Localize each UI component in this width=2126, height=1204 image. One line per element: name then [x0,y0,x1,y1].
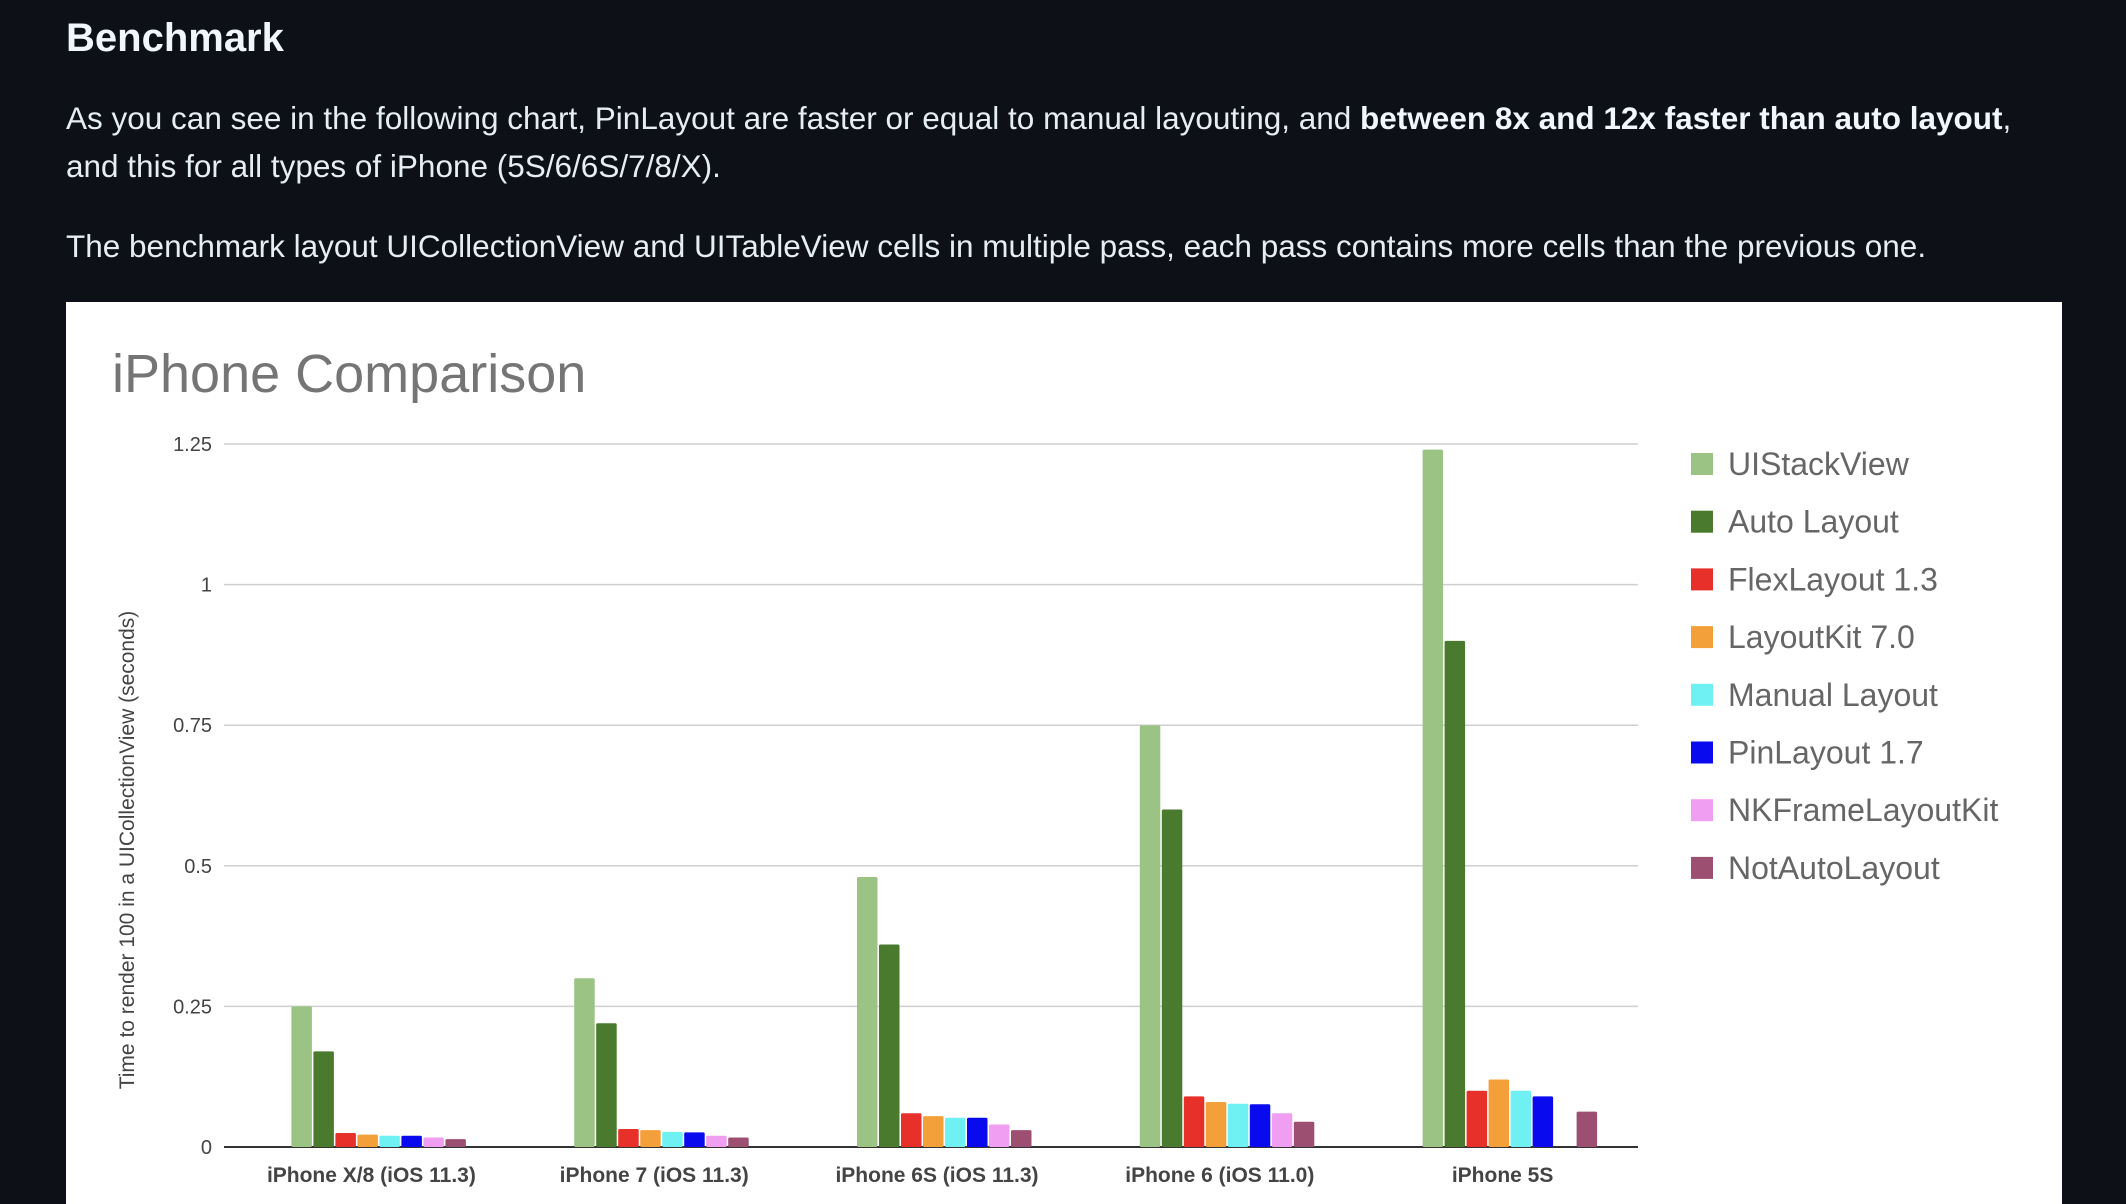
benchmark-chart: iPhone Comparison 0 0.25 0.5 0.75 1 1.25 iPho… [66,302,2062,1204]
bar [1139,725,1161,1147]
legend-label: Auto Layout [1728,504,1899,540]
bar [1488,1079,1510,1147]
legend-label: LayoutKit 7.0 [1728,619,1915,655]
bar [1510,1090,1532,1147]
legend-swatch [1691,568,1713,591]
bar [291,1006,312,1147]
legend-swatch [1691,799,1713,822]
bar [357,1134,378,1147]
x-category-label: iPhone 6 (iOS 11.0) [1125,1164,1314,1187]
bar [1011,1130,1032,1147]
bar [662,1131,683,1147]
y-tick-label: 1 [201,575,212,597]
bar [879,944,900,1147]
bar [1227,1103,1249,1147]
intro-text-start: As you can see in the following chart, P… [66,100,1361,136]
y-tick-label: 0.5 [184,856,212,878]
bar [574,978,595,1147]
chart-legend: UIStackView Auto Layout FlexLayout 1.3 Layo… [1691,446,1998,886]
bar [1271,1113,1293,1147]
legend-swatch [1691,741,1713,764]
bar [423,1137,444,1147]
bar [684,1132,705,1147]
intro-paragraph: As you can see in the following chart, P… [66,94,2066,190]
x-category-label: iPhone 5S [1452,1164,1554,1187]
bar [945,1117,966,1147]
bar [445,1139,466,1147]
y-tick-label: 1.25 [173,434,212,456]
chart-grid: 0 0.25 0.5 0.75 1 1.25 [173,434,1638,1159]
x-category-label: iPhone X/8 (iOS 11.3) [267,1164,476,1187]
bar [967,1117,988,1147]
legend-label: Manual Layout [1728,677,1938,713]
x-category-label: iPhone 6S (iOS 11.3) [835,1164,1038,1187]
legend-label: NotAutoLayout [1728,850,1940,886]
bar [335,1132,356,1147]
bar [1183,1096,1205,1147]
bar [1422,449,1444,1147]
bar [379,1135,400,1147]
benchmark-paragraph: The benchmark layout UICollectionView an… [66,228,1927,264]
bar [618,1129,639,1147]
bar [1249,1104,1271,1147]
intro-text-end: , and this for all types of iPhone (5S/6… [66,100,2012,184]
legend-swatch [1691,510,1713,533]
bar [706,1135,727,1147]
bar [901,1113,922,1147]
chart-bars [291,449,1598,1147]
legend-label: NKFrameLayoutKit [1728,792,1998,828]
bar [1444,640,1466,1147]
legend-swatch [1691,626,1713,649]
bar [857,877,878,1147]
legend-label: FlexLayout 1.3 [1728,561,1938,597]
bar [596,1023,617,1147]
bar [401,1135,422,1147]
y-tick-label: 0.25 [173,996,212,1018]
bar [989,1124,1010,1147]
bar [728,1137,749,1147]
legend-label: PinLayout 1.7 [1728,735,1924,771]
y-tick-label: 0 [201,1137,212,1159]
chart-x-axis: iPhone X/8 (iOS 11.3) iPhone 7 (iOS 11.3)… [267,1164,1553,1187]
intro-bold-text: between 8x and 12x faster than auto layo… [1360,100,2003,136]
legend-swatch [1691,683,1713,706]
legend-label: UIStackView [1728,446,1910,482]
y-tick-label: 0.75 [173,715,212,737]
chart-svg: iPhone Comparison 0 0.25 0.5 0.75 1 1.25 iPho… [112,344,1998,1187]
legend-swatch [1691,453,1713,475]
y-axis-title: Time to render 100 in a UICollectionView… [116,611,139,1090]
bar [1293,1121,1315,1147]
bar [923,1116,944,1147]
bar [313,1051,334,1147]
legend-swatch [1691,856,1713,879]
bar [1532,1096,1554,1147]
bar [640,1130,661,1147]
chart-title: iPhone Comparison [112,344,586,404]
bar [1205,1102,1227,1147]
x-category-label: iPhone 7 (iOS 11.3) [560,1164,749,1187]
section-heading: Benchmark [66,16,284,60]
bar [1576,1111,1598,1147]
bar [1466,1090,1488,1147]
bar [1161,809,1183,1147]
